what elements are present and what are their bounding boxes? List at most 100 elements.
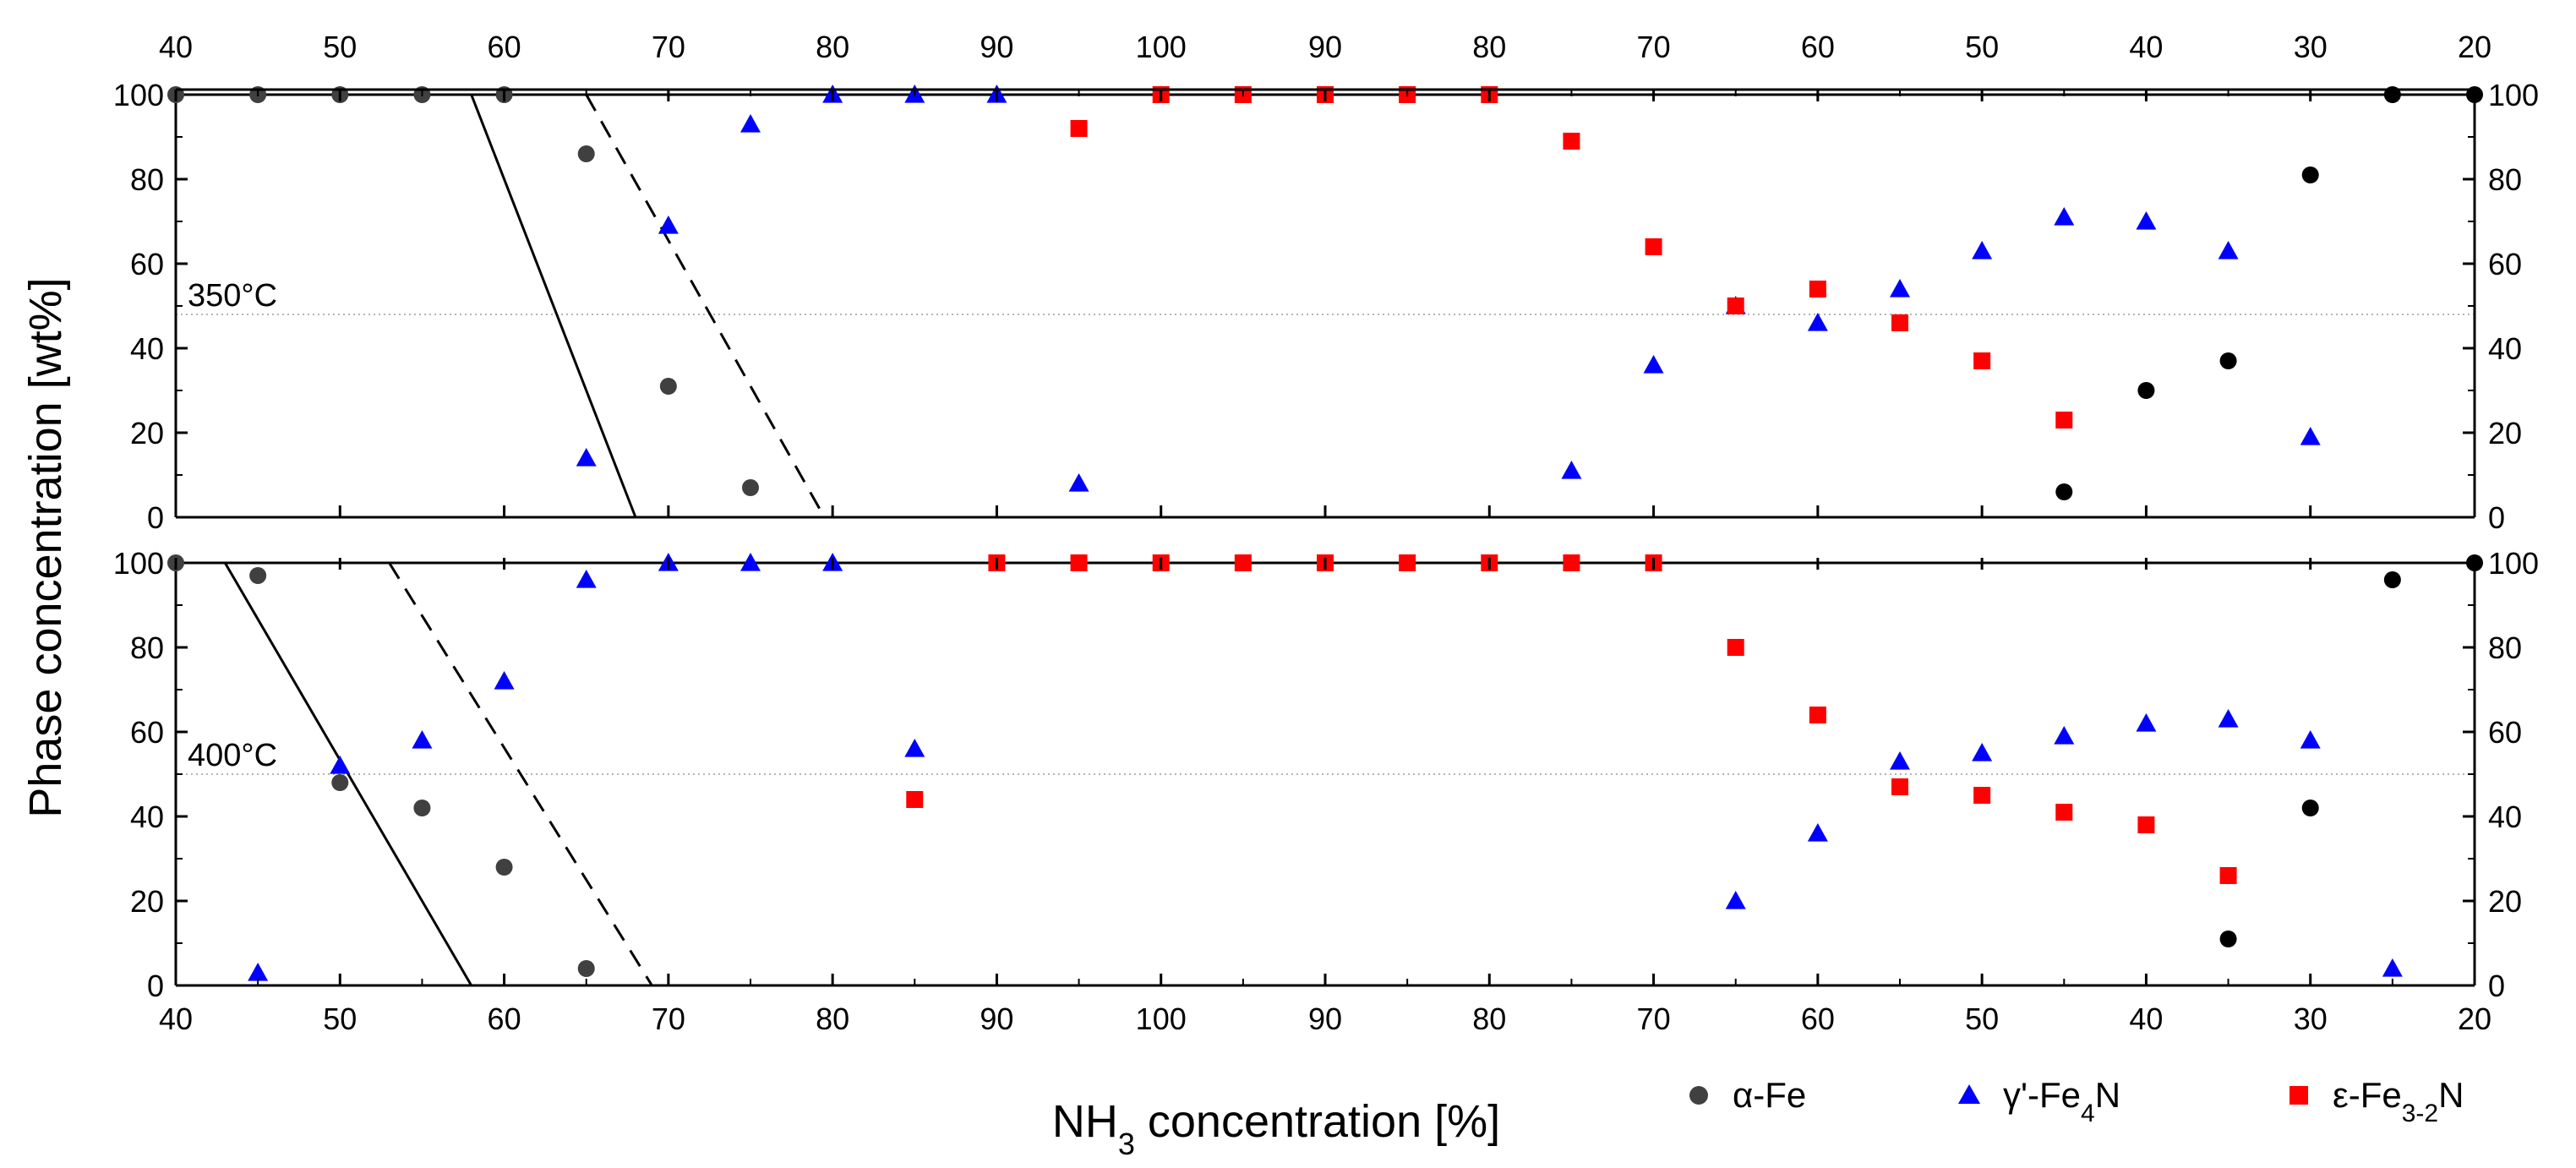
solid-boundary-line [223, 562, 473, 986]
x-tick-label-bottom: 70 [652, 1002, 685, 1036]
legend-marker-alpha [1689, 1086, 1708, 1105]
gamma-fe4n-point [1725, 891, 1746, 909]
panel-350C: 0 0 20 20 40 40 60 60 80 80 100 100 350°C [113, 78, 2539, 535]
dashed-boundary-line [585, 94, 826, 518]
y-tick-label-left: 40 [130, 800, 164, 834]
gamma-fe4n-point [904, 739, 925, 757]
y-tick-label-left: 40 [130, 331, 164, 366]
y-axis-title: Phase concentration [wt%] [20, 277, 71, 817]
alpha-fe-point [2137, 382, 2155, 399]
gamma-fe4n-point [2382, 958, 2403, 977]
x-tick-label-bottom: 50 [1965, 1002, 1999, 1036]
gamma-fe4n-point [576, 448, 597, 467]
epsilon-fe32n-point [1727, 297, 1744, 314]
gamma-fe4n-point [412, 730, 433, 749]
x-tick-label-top: 70 [1637, 30, 1671, 64]
y-tick-label-left: 0 [147, 969, 164, 1003]
y-tick-label-left: 0 [147, 500, 164, 535]
dashed-boundary-line [388, 562, 653, 986]
epsilon-fe32n-point [1645, 238, 1662, 255]
legend-label-post: N [2095, 1075, 2120, 1115]
x-tick-label-top: 50 [323, 30, 357, 64]
x-tick-label-bottom: 70 [1637, 1002, 1671, 1036]
x-tick-label-top: 60 [488, 30, 521, 64]
alpha-fe-point [577, 145, 595, 162]
x-tick-label-top: 30 [2294, 30, 2328, 64]
gamma-fe4n-point [248, 963, 269, 981]
epsilon-fe32n-point [1891, 778, 1908, 795]
y-tick-label-left: 60 [130, 247, 164, 281]
alpha-fe-point [2219, 931, 2237, 947]
x-tick-label-top: 60 [1801, 30, 1835, 64]
x-tick-label-top: 70 [652, 30, 685, 64]
legend-label-main: ε-Fe [2333, 1075, 2402, 1115]
epsilon-fe32n-point [1070, 554, 1088, 571]
panel-400C: 0 0 20 20 40 40 60 60 80 80 100 100 400°C [113, 546, 2539, 1003]
x-tick-label-top: 80 [1472, 30, 1506, 64]
y-tick-label-left: 80 [130, 162, 164, 197]
gamma-fe4n-point [2054, 726, 2075, 745]
solid-boundary-line [470, 94, 637, 518]
gamma-fe4n-point [494, 671, 515, 690]
epsilon-fe32n-point [906, 791, 924, 808]
x-tick-label-bottom: 80 [816, 1002, 849, 1036]
panel-temperature-label: 400°C [188, 738, 277, 773]
alpha-fe-point [2383, 571, 2401, 588]
y-tick-label-left: 60 [130, 715, 164, 750]
x-tick-label-top: 80 [816, 30, 849, 64]
x-tick-label-bottom: 60 [488, 1002, 521, 1036]
epsilon-fe32n-point [1070, 120, 1088, 137]
x-tick-label-top: 90 [980, 30, 1013, 64]
legend-label-sub: 3-2 [2402, 1100, 2438, 1127]
legend-label-main: γ'-Fe [2003, 1075, 2081, 1115]
x-tick-label-bottom: 90 [980, 1002, 1013, 1036]
gamma-fe4n-point [1807, 823, 1828, 842]
epsilon-fe32n-point [2055, 412, 2073, 428]
x-tick-label-bottom: 90 [1308, 1002, 1342, 1036]
x-tick-label-top: 100 [1136, 30, 1187, 64]
y-tick-label-right: 0 [2488, 969, 2505, 1003]
alpha-fe-point [331, 774, 349, 791]
epsilon-fe32n-point [2055, 804, 2073, 821]
legend-label-post: N [2438, 1075, 2464, 1115]
x-title-post: concentration [%] [1135, 1096, 1500, 1147]
x-tick-label-bottom: 80 [1472, 1002, 1506, 1036]
gamma-fe4n-point [2300, 427, 2321, 445]
chart-panels: 0 0 20 20 40 40 60 60 80 80 100 100 350°C 0 0 20 20 40 40 6… [113, 78, 2539, 1003]
x-tick-label-bottom: 100 [1136, 1002, 1187, 1036]
gamma-fe4n-point [330, 756, 351, 774]
alpha-fe-point [659, 378, 677, 395]
y-tick-label-right: 20 [2488, 416, 2522, 450]
epsilon-fe32n-point [1973, 352, 1991, 369]
y-tick-label-right: 100 [2488, 78, 2539, 112]
gamma-fe4n-point [740, 114, 761, 133]
alpha-fe-point [249, 567, 267, 584]
alpha-fe-point [577, 960, 595, 977]
x-title-sub: 3 [1118, 1127, 1135, 1161]
y-tick-label-right: 100 [2488, 546, 2539, 581]
x-tick-label-top: 90 [1308, 30, 1342, 64]
x-tick-label-bottom: 40 [159, 1002, 193, 1036]
epsilon-fe32n-point [1563, 133, 1580, 150]
gamma-fe4n-point [1972, 241, 1993, 259]
epsilon-fe32n-point [2219, 867, 2237, 884]
x-tick-label-top: 20 [2458, 30, 2491, 64]
y-tick-label-right: 20 [2488, 884, 2522, 919]
epsilon-fe32n-point [1809, 707, 1826, 723]
epsilon-fe32n-point [1891, 314, 1908, 331]
y-tick-label-right: 40 [2488, 331, 2522, 366]
x-title-pre: NH [1052, 1096, 1118, 1147]
gamma-fe4n-point [658, 216, 679, 234]
y-tick-label-right: 80 [2488, 630, 2522, 665]
alpha-fe-point [2301, 166, 2319, 183]
y-tick-label-left: 100 [113, 546, 164, 581]
gamma-fe4n-point [2218, 709, 2239, 728]
epsilon-fe32n-point [1973, 787, 1991, 804]
legend-marker-gamma [1958, 1084, 1980, 1104]
epsilon-fe32n-point [2137, 816, 2155, 833]
legend-label-sub: 4 [2081, 1100, 2095, 1127]
gamma-fe4n-point [1807, 313, 1828, 331]
gamma-fe4n-point [2300, 730, 2321, 749]
alpha-fe-point [2219, 352, 2237, 369]
